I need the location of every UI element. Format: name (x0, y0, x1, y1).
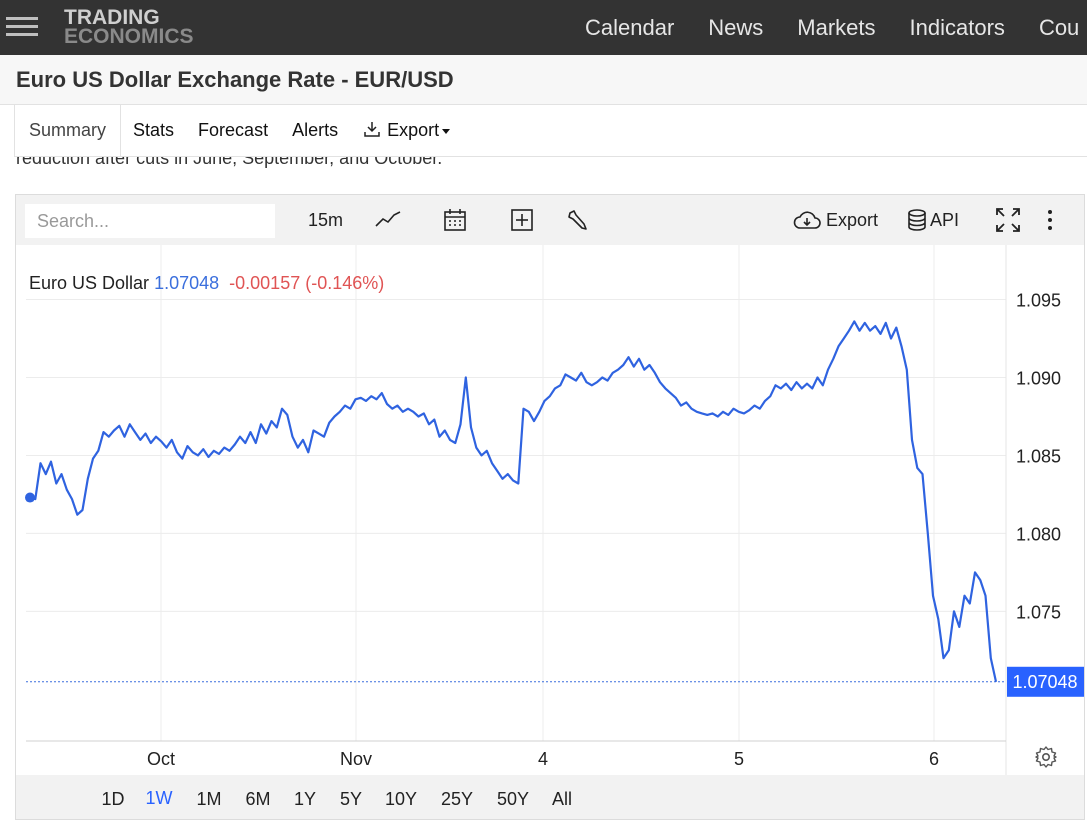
more-vertical-icon (1048, 210, 1052, 230)
fullscreen-button[interactable] (995, 203, 1021, 237)
nav-indicators[interactable]: Indicators (909, 15, 1005, 40)
y-tick-label: 1.085 (1016, 446, 1061, 466)
menu-icon[interactable] (6, 12, 40, 42)
x-tick-label: 4 (538, 749, 548, 769)
series-line-euro-us-dollar (29, 320, 998, 683)
wrench-icon (568, 210, 587, 230)
interval-selector[interactable]: 15m (308, 209, 344, 230)
tab-summary[interactable]: Summary (14, 105, 122, 156)
legend-value: 1.07048 (154, 273, 220, 293)
range-all[interactable]: All (551, 789, 572, 809)
chart-export-label: Export (826, 209, 879, 230)
y-tick-label: 1.095 (1016, 291, 1061, 311)
y-tick-label: 1.080 (1016, 524, 1061, 544)
nav-calendar[interactable]: Calendar (585, 15, 675, 40)
logo-line-2: ECONOMICS (64, 25, 194, 48)
partial-description-text: reduction after cuts in June, September,… (16, 148, 443, 168)
tab-forecast[interactable]: Forecast (198, 120, 269, 140)
x-tick-label: 5 (734, 749, 744, 769)
y-tick-label: 1.075 (1016, 602, 1061, 622)
chevron-down-icon (442, 128, 451, 134)
nav-news[interactable]: News (708, 15, 764, 40)
last-price-badge: 1.07048 (1007, 666, 1084, 697)
range-1y[interactable]: 1Y (293, 789, 317, 809)
last-price-label: 1.07048 (1012, 672, 1077, 692)
more-options-button[interactable] (1046, 203, 1054, 237)
calendar-icon (444, 209, 466, 231)
page-title: Euro US Dollar Exchange Rate - EUR/USD (16, 67, 454, 92)
range-5y[interactable]: 5Y (339, 789, 363, 809)
x-tick-label: Nov (340, 749, 372, 769)
legend-series-name: Euro US Dollar (29, 273, 150, 293)
line-chart-icon (375, 211, 401, 227)
tools-button[interactable] (566, 203, 590, 237)
range-selector: 1D 1W 1M 6M 1Y 5Y 10Y 25Y 50Y All (16, 775, 1084, 819)
legend-change: -0.00157 (229, 273, 301, 293)
range-1m[interactable]: 1M (196, 789, 222, 809)
logo[interactable]: TRADING ECONOMICS (64, 6, 194, 48)
range-1d[interactable]: 1D (101, 789, 125, 809)
series-start-point (25, 492, 35, 503)
database-icon (908, 209, 926, 231)
tab-alerts[interactable]: Alerts (292, 120, 339, 140)
tab-export-label: Export (387, 120, 440, 140)
date-range-button[interactable] (443, 203, 467, 237)
top-navigation-bar: TRADING ECONOMICS Calendar News Markets … (0, 0, 1087, 55)
search-input[interactable] (25, 204, 275, 238)
cloud-download-icon (793, 211, 821, 229)
range-10y[interactable]: 10Y (384, 789, 418, 809)
price-chart[interactable]: 1.095 1.090 1.085 1.080 1.075 Oct Nov 4 5 6 1.07… (16, 245, 1084, 775)
legend-change-percent: (-0.146%) (305, 273, 385, 293)
main-nav: Calendar News Markets Indicators Cou (568, 0, 1087, 55)
tab-export[interactable]: Export (350, 105, 462, 156)
nav-markets[interactable]: Markets (797, 15, 876, 40)
compare-button[interactable] (510, 203, 534, 237)
x-tick-label: 6 (929, 749, 939, 769)
nav-countries[interactable]: Cou (1038, 15, 1080, 40)
chart-export-button[interactable]: Export (792, 203, 878, 237)
plus-box-icon (511, 209, 533, 231)
logo-line-1: TRADING (64, 6, 160, 29)
range-6m[interactable]: 6M (245, 789, 271, 809)
chart-legend: Euro US Dollar 1.07048 -0.00157 (-0.146%… (29, 273, 384, 294)
chart-type-button[interactable] (374, 203, 402, 237)
range-25y[interactable]: 25Y (440, 789, 474, 809)
fullscreen-icon (996, 208, 1020, 232)
title-bar: Euro US Dollar Exchange Rate - EUR/USD (0, 55, 1087, 105)
download-icon (364, 122, 380, 137)
x-tick-label: Oct (147, 749, 175, 769)
y-tick-label: 1.090 (1016, 369, 1061, 389)
api-button[interactable]: API (907, 203, 959, 237)
api-label: API (930, 209, 960, 230)
range-1w[interactable]: 1W (135, 775, 183, 819)
section-tabs: Summary Stats Forecast Alerts Export (14, 105, 1087, 157)
chart-settings-icon[interactable] (1034, 745, 1058, 769)
range-50y[interactable]: 50Y (496, 789, 530, 809)
chart-toolbar: 15m Export API (16, 195, 1084, 245)
tab-stats[interactable]: Stats (133, 120, 175, 140)
